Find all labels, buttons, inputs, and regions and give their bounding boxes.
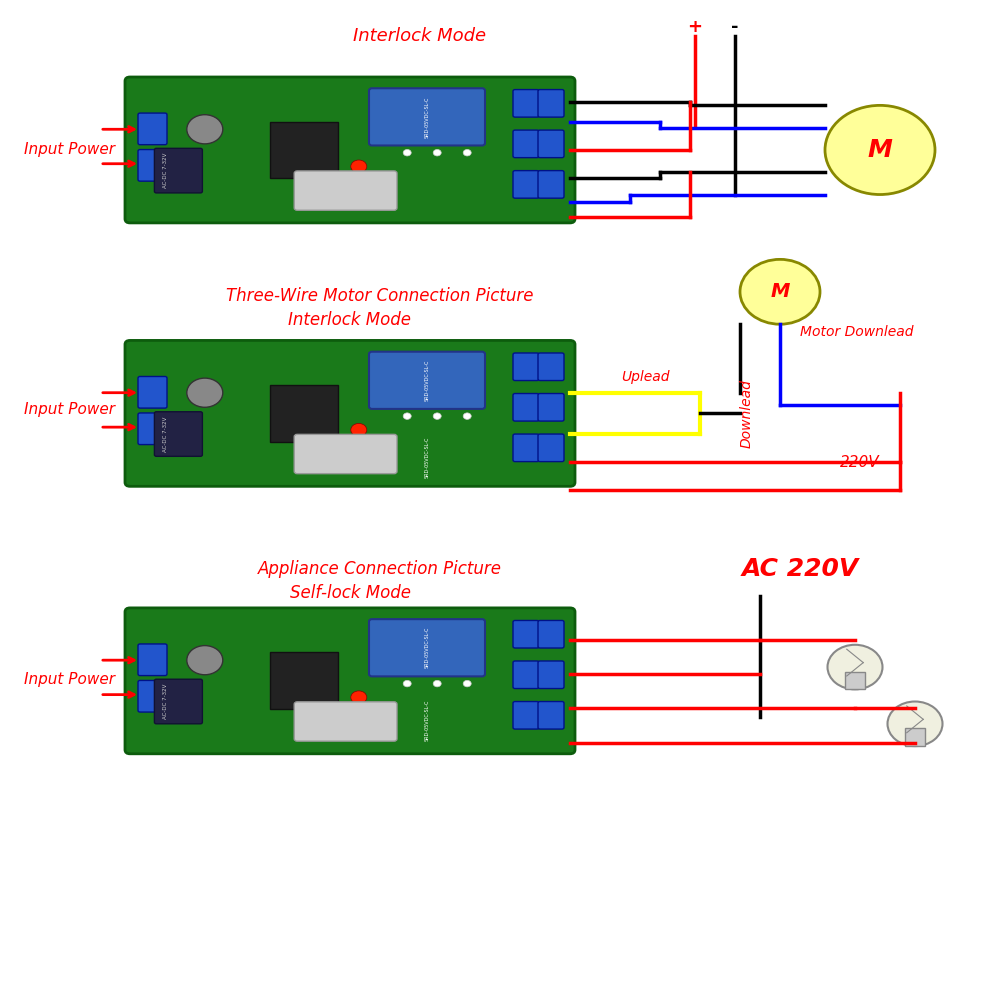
Text: AC-DC 7-32V: AC-DC 7-32V (163, 416, 168, 452)
FancyBboxPatch shape (294, 702, 397, 741)
FancyBboxPatch shape (538, 661, 564, 689)
Text: SRD-05VDC-SL-C: SRD-05VDC-SL-C (424, 968, 430, 1000)
Text: Three-Wire Motor Connection Picture: Three-Wire Motor Connection Picture (226, 287, 534, 305)
Circle shape (828, 645, 883, 689)
Circle shape (433, 413, 441, 419)
FancyBboxPatch shape (538, 702, 564, 729)
Circle shape (463, 413, 471, 419)
FancyBboxPatch shape (513, 661, 539, 689)
FancyBboxPatch shape (845, 672, 865, 689)
FancyBboxPatch shape (538, 171, 564, 198)
Text: 220V: 220V (840, 455, 880, 470)
Text: Uplead: Uplead (622, 370, 670, 384)
FancyBboxPatch shape (270, 122, 338, 178)
Text: -: - (731, 18, 739, 36)
FancyBboxPatch shape (538, 90, 564, 117)
FancyBboxPatch shape (369, 619, 485, 676)
FancyBboxPatch shape (125, 608, 575, 754)
Circle shape (187, 646, 223, 675)
FancyBboxPatch shape (369, 692, 485, 749)
FancyBboxPatch shape (138, 113, 167, 145)
Text: Input Power: Input Power (24, 402, 116, 417)
Text: AC-DC 7-32V: AC-DC 7-32V (163, 684, 168, 719)
Circle shape (825, 105, 935, 195)
FancyBboxPatch shape (513, 130, 539, 158)
FancyBboxPatch shape (270, 652, 338, 709)
FancyBboxPatch shape (538, 130, 564, 158)
FancyBboxPatch shape (513, 394, 539, 421)
FancyBboxPatch shape (154, 148, 202, 193)
Text: Interlock Mode: Interlock Mode (288, 311, 412, 329)
Circle shape (351, 160, 367, 173)
FancyBboxPatch shape (538, 620, 564, 648)
FancyBboxPatch shape (294, 434, 397, 474)
FancyBboxPatch shape (138, 680, 167, 712)
FancyBboxPatch shape (294, 171, 397, 210)
Circle shape (433, 149, 441, 156)
Circle shape (403, 149, 411, 156)
FancyBboxPatch shape (138, 376, 167, 408)
FancyBboxPatch shape (513, 702, 539, 729)
FancyBboxPatch shape (513, 434, 539, 462)
Text: M: M (868, 138, 892, 162)
Text: Input Power: Input Power (24, 672, 116, 687)
FancyBboxPatch shape (513, 353, 539, 381)
Text: +: + (688, 18, 702, 36)
FancyBboxPatch shape (154, 412, 202, 456)
FancyBboxPatch shape (513, 620, 539, 648)
Text: AC-DC 7-32V: AC-DC 7-32V (163, 153, 168, 188)
Circle shape (463, 149, 471, 156)
Text: M: M (770, 282, 790, 301)
FancyBboxPatch shape (538, 434, 564, 462)
FancyBboxPatch shape (125, 77, 575, 223)
FancyBboxPatch shape (369, 352, 485, 409)
FancyBboxPatch shape (138, 150, 167, 181)
Text: SRD-05VDC-SL-C: SRD-05VDC-SL-C (424, 360, 430, 401)
Circle shape (187, 115, 223, 144)
FancyBboxPatch shape (369, 429, 485, 486)
FancyBboxPatch shape (138, 413, 167, 445)
Text: Appliance Connection Picture: Appliance Connection Picture (258, 560, 502, 578)
FancyBboxPatch shape (513, 90, 539, 117)
Circle shape (351, 691, 367, 704)
Text: SRD-05VDC-SL-C: SRD-05VDC-SL-C (424, 96, 430, 138)
Circle shape (351, 423, 367, 436)
FancyBboxPatch shape (125, 340, 575, 486)
Text: AC 220V: AC 220V (741, 557, 859, 581)
Text: Motor Downlead: Motor Downlead (800, 325, 914, 339)
Text: Input Power: Input Power (24, 142, 116, 157)
Text: Self-lock Mode: Self-lock Mode (290, 584, 411, 602)
FancyBboxPatch shape (513, 171, 539, 198)
FancyBboxPatch shape (905, 728, 925, 746)
FancyBboxPatch shape (270, 385, 338, 442)
Text: Downlead: Downlead (740, 379, 754, 448)
Circle shape (403, 413, 411, 419)
Circle shape (403, 680, 411, 687)
FancyBboxPatch shape (154, 679, 202, 724)
Circle shape (187, 378, 223, 407)
Text: SRD-05VDC-SL-C: SRD-05VDC-SL-C (424, 627, 430, 668)
Text: SRD-05VDC-SL-C: SRD-05VDC-SL-C (424, 437, 430, 478)
FancyBboxPatch shape (538, 353, 564, 381)
FancyBboxPatch shape (369, 960, 485, 1000)
Circle shape (740, 259, 820, 324)
Text: Interlock Mode: Interlock Mode (353, 27, 487, 45)
FancyBboxPatch shape (538, 394, 564, 421)
Circle shape (463, 680, 471, 687)
Text: SRD-05VDC-SL-C: SRD-05VDC-SL-C (424, 700, 430, 741)
FancyBboxPatch shape (369, 88, 485, 145)
Circle shape (433, 680, 441, 687)
FancyBboxPatch shape (138, 644, 167, 676)
Circle shape (888, 702, 942, 746)
